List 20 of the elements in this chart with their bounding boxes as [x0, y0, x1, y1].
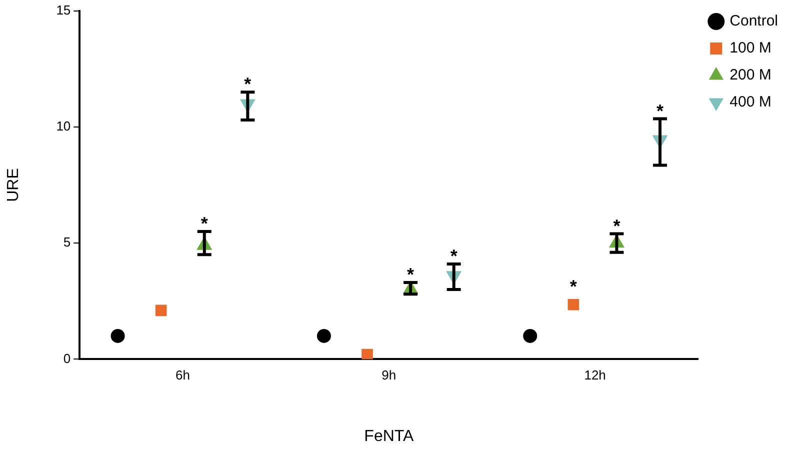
legend-label: 100 M [730, 40, 772, 57]
data-label: * [407, 264, 414, 285]
data-label: * [200, 213, 208, 234]
legend-label: 400 M [730, 94, 772, 111]
data-label: * [450, 246, 458, 266]
y-tick-label: 5 [63, 234, 71, 250]
data-label: * [656, 100, 664, 121]
data-label: * [613, 216, 620, 236]
x-tick-label: 9h [382, 368, 396, 383]
y-tick-label: 10 [56, 118, 71, 134]
data-label: * [570, 276, 577, 297]
legend-label: Control [730, 12, 778, 30]
x-tick-label: 12h [584, 368, 606, 383]
x-axis-title: FeNTA [364, 428, 414, 445]
data-label: * [244, 74, 252, 94]
y-axis-title: URE [5, 168, 22, 202]
y-tick-label: 0 [63, 350, 71, 366]
x-tick-label: 6h [176, 368, 190, 383]
legend-label: 200 M [730, 66, 772, 84]
y-tick-label: 15 [56, 2, 71, 18]
